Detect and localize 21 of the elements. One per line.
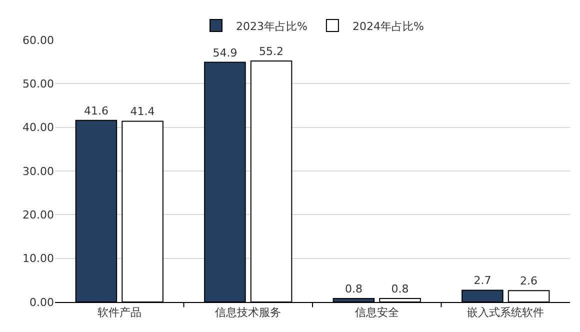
y-tick-label: 60.00 bbox=[22, 34, 54, 47]
y-tick-label: 0.00 bbox=[30, 296, 54, 309]
x-tick-label: 信息技术服务 bbox=[215, 306, 282, 320]
y-tick-label: 30.00 bbox=[22, 164, 54, 178]
data-label: 2.6 bbox=[520, 274, 538, 288]
x-tick-label: 软件产品 bbox=[97, 306, 142, 320]
legend-label: 2023年占比% bbox=[236, 20, 308, 33]
x-tick-label: 嵌入式系统软件 bbox=[467, 306, 544, 320]
data-label: 2.7 bbox=[474, 274, 492, 288]
y-tick-label: 50.00 bbox=[22, 78, 54, 91]
data-label: 41.4 bbox=[130, 105, 155, 118]
data-label: 0.8 bbox=[344, 282, 362, 296]
y-tick-label: 20.00 bbox=[22, 208, 54, 222]
x-tick-label: 信息安全 bbox=[354, 306, 399, 320]
data-label: 54.9 bbox=[212, 46, 238, 60]
data-label: 0.8 bbox=[391, 282, 409, 296]
legend-label: 2024年占比% bbox=[352, 20, 424, 33]
y-tick-label: 40.00 bbox=[22, 121, 54, 134]
data-label: 41.6 bbox=[84, 104, 108, 118]
y-tick-label: 10.00 bbox=[22, 252, 54, 266]
data-label: 55.2 bbox=[259, 44, 284, 58]
